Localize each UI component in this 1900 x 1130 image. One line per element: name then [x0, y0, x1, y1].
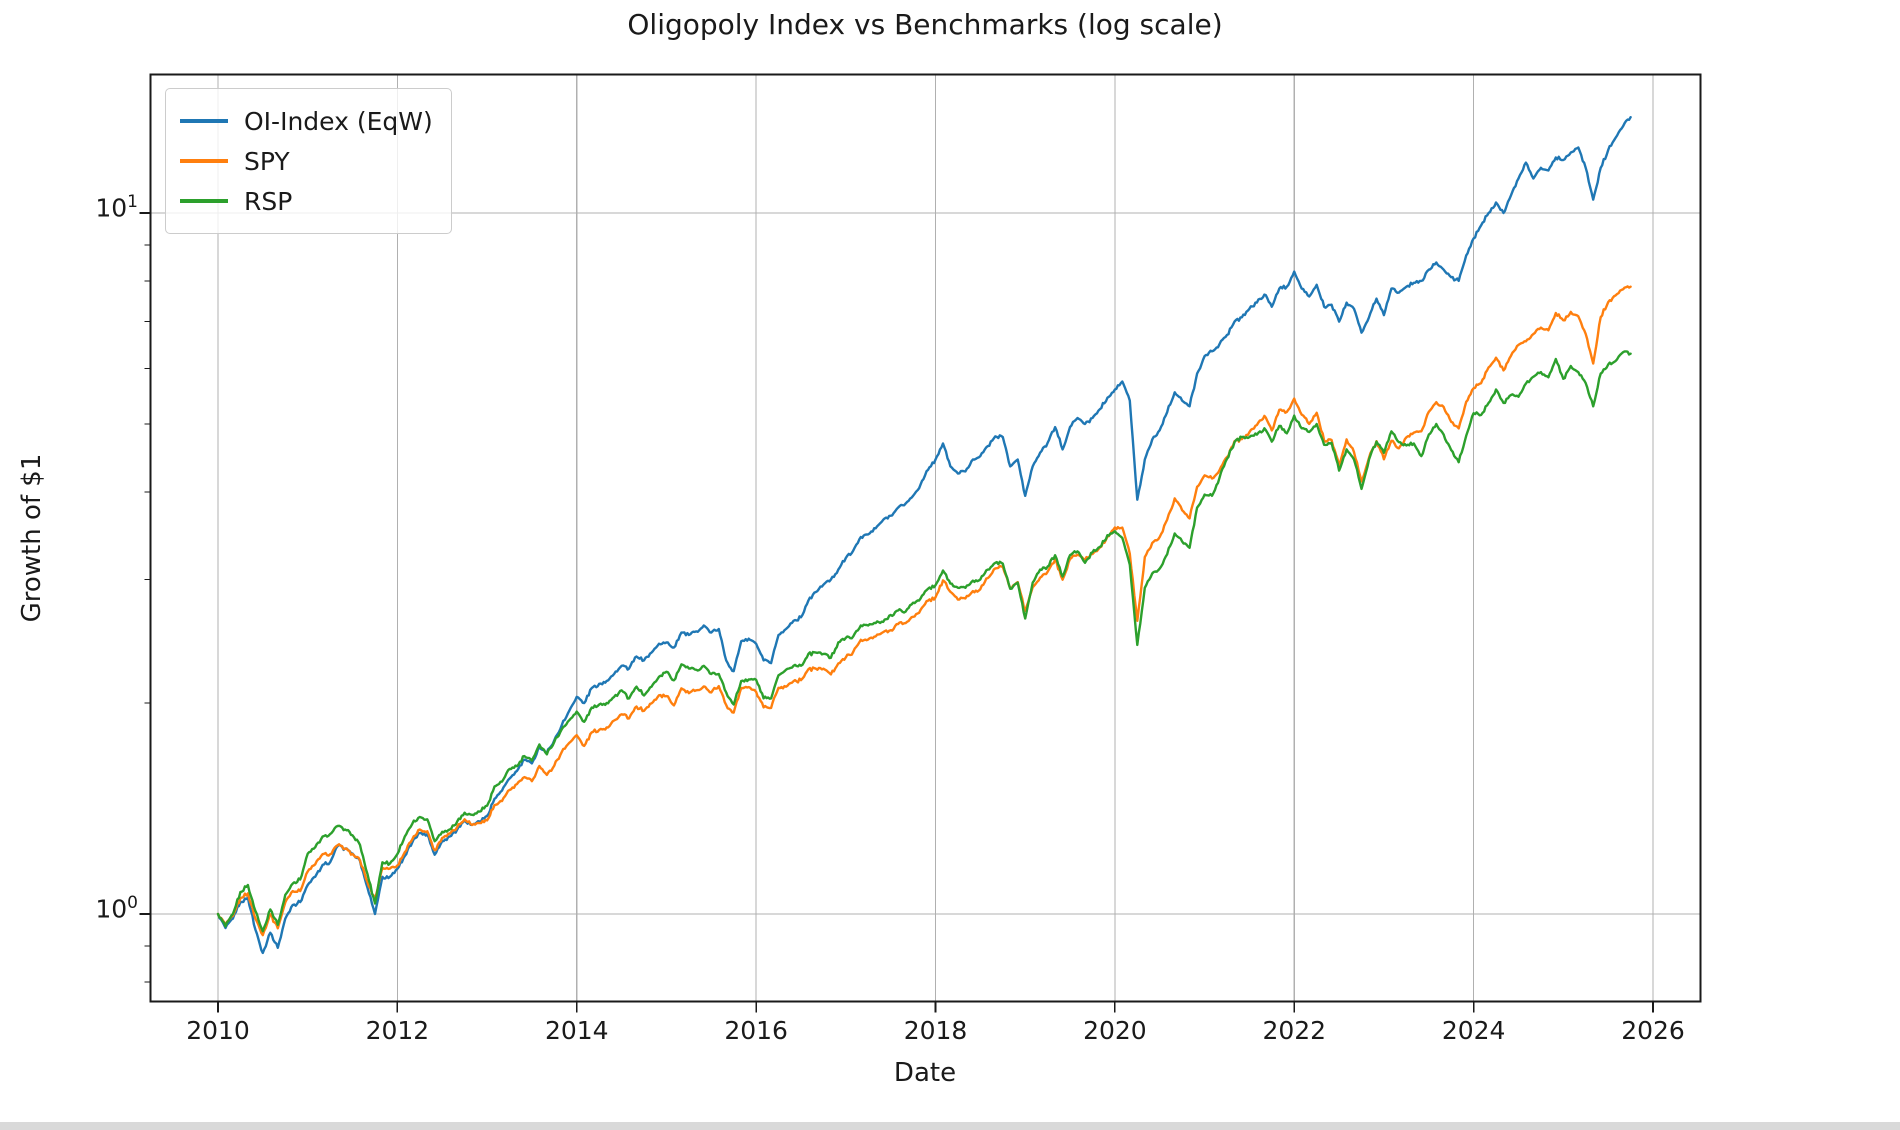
legend: OI-Index (EqW) SPY RSP	[165, 88, 452, 234]
x-tick-label-2026: 2026	[1621, 1016, 1685, 1045]
y-tick-label-10e1: 101	[95, 192, 138, 223]
x-axis-label: Date	[893, 1058, 957, 1088]
spy-line	[216, 285, 1632, 937]
x-tick-label-2016: 2016	[724, 1016, 788, 1045]
axes-frame	[149, 73, 1702, 1003]
x-tick-label-2018: 2018	[903, 1016, 968, 1045]
legend-item-rsp: RSP	[180, 181, 433, 221]
x-tick-label-2012: 2012	[365, 1016, 430, 1045]
legend-label: SPY	[244, 146, 290, 176]
y-tick-label-10e0: 100	[95, 893, 138, 924]
bottom-edge-strip	[0, 1122, 1900, 1130]
x-tick-label-2014: 2014	[544, 1016, 609, 1045]
legend-line-sample	[180, 159, 228, 163]
legend-label: OI-Index (EqW)	[244, 106, 433, 136]
rsp-line	[216, 350, 1632, 933]
legend-label: RSP	[244, 186, 293, 216]
legend-line-sample	[180, 199, 228, 203]
y-axis-label: Growth of $1	[17, 453, 47, 623]
x-tick-label-2022: 2022	[1262, 1016, 1327, 1045]
chart-title: Oligopoly Index vs Benchmarks (log scale…	[627, 8, 1223, 41]
x-tick-label-2020: 2020	[1083, 1016, 1147, 1045]
legend-line-sample	[180, 119, 228, 123]
legend-item-oi-index-eqw: OI-Index (EqW)	[180, 101, 433, 141]
oi-index-eqw-line	[216, 116, 1632, 955]
legend-item-spy: SPY	[180, 141, 433, 181]
data-series-group	[216, 116, 1632, 955]
x-tick-label-2010: 2010	[186, 1016, 250, 1045]
axis-tick-marks	[139, 212, 1654, 1013]
x-tick-label-2024: 2024	[1441, 1016, 1506, 1045]
